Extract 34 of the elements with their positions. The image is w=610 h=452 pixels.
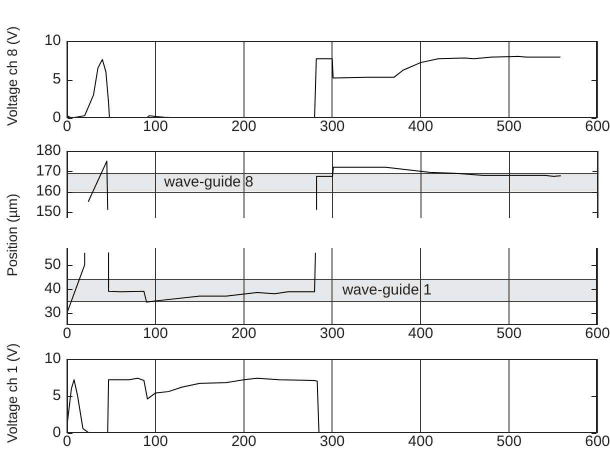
y-tick-label: 5 (52, 70, 61, 88)
y-axis-title: Voltage ch 1 (V) (4, 342, 20, 442)
x-tick-label: 300 (320, 118, 345, 136)
y-tick-label: 30 (44, 304, 61, 322)
x-tick-label: 400 (408, 325, 434, 342)
x-tick-label: 300 (320, 433, 345, 450)
x-tick-label: 400 (408, 433, 434, 450)
band-label: wave-guide 1 (341, 281, 432, 298)
x-tick-label: 500 (496, 325, 522, 342)
y-axis-title: Voltage ch 8 (V) (4, 26, 20, 126)
y-tick-label: 40 (44, 280, 61, 298)
y-axis-title: Position (µm) (4, 193, 20, 276)
x-tick-label: 600 (584, 118, 610, 136)
y-tick-label: 50 (44, 256, 61, 273)
x-tick-label: 100 (142, 118, 168, 136)
x-tick-label: 400 (408, 118, 434, 136)
x-tick-label: 500 (496, 118, 522, 136)
band-label: wave-guide 8 (163, 174, 254, 191)
x-tick-label: 600 (584, 325, 610, 342)
x-tick-label: 200 (231, 118, 256, 136)
y-tick-label: 10 (44, 32, 61, 50)
x-tick-label: 100 (142, 433, 168, 450)
x-tick-label: 300 (320, 325, 345, 342)
y-tick-label: 5 (52, 387, 61, 404)
x-tick-label: 600 (584, 433, 610, 450)
y-tick-label: 170 (36, 162, 61, 180)
x-tick-label: 200 (231, 325, 256, 342)
y-tick-label: 10 (44, 350, 61, 368)
y-tick-label: 180 (36, 142, 61, 160)
y-tick-label: 160 (36, 182, 61, 200)
x-tick-label: 100 (142, 325, 168, 342)
y-tick-label: 150 (36, 203, 61, 220)
x-tick-label: 200 (231, 433, 256, 450)
x-tick-label: 500 (496, 433, 522, 450)
